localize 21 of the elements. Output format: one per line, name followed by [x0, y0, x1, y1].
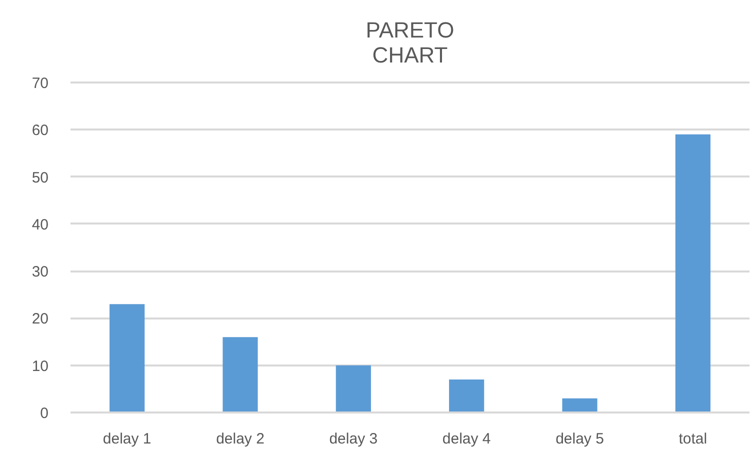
bar [562, 398, 598, 412]
y-tick-label: 20 [32, 310, 49, 328]
x-tick-label: delay 5 [556, 430, 604, 448]
y-tick-label: 0 [40, 405, 48, 422]
y-tick-label: 50 [32, 169, 49, 186]
bar [449, 380, 484, 412]
bar [110, 304, 145, 412]
y-tick-label: 10 [32, 358, 49, 375]
x-tick-label: delay 3 [329, 430, 378, 448]
chart-title: PARETO CHART [366, 18, 454, 68]
y-tick-label: 60 [32, 122, 49, 140]
y-tick-label: 70 [32, 75, 49, 92]
y-tick-label: 30 [32, 264, 49, 281]
bar [675, 134, 710, 412]
bar [336, 365, 371, 412]
bar [222, 337, 258, 412]
y-tick-label: 40 [32, 216, 49, 234]
x-tick-label: delay 4 [442, 430, 491, 448]
x-tick-label: delay 2 [216, 430, 264, 448]
x-tick-label: total [678, 430, 708, 448]
x-tick-label: delay 1 [102, 430, 152, 448]
